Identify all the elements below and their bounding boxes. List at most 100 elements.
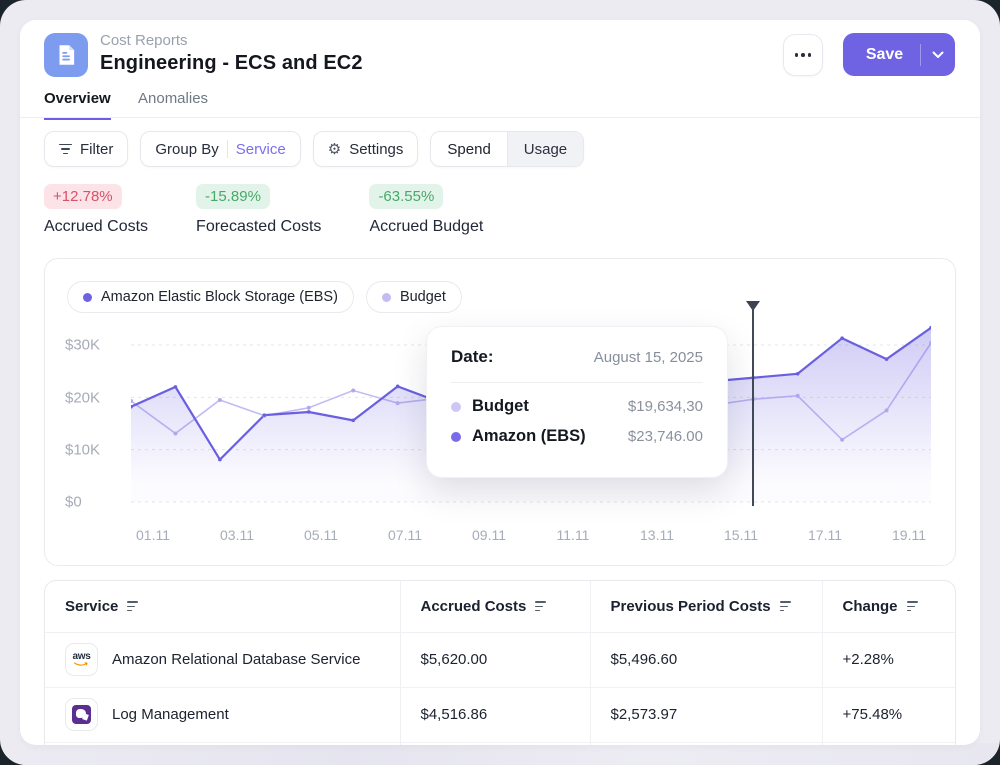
ebs-series-dot bbox=[451, 431, 461, 442]
legend-dot-icon bbox=[381, 292, 391, 302]
stat-badge: -15.89% bbox=[196, 184, 270, 209]
y-tick-label: $10K bbox=[65, 441, 101, 459]
stat-forecasted-costs: -15.89% Forecasted Costs bbox=[196, 184, 321, 236]
ebs-point bbox=[840, 336, 844, 340]
sort-icon bbox=[127, 601, 139, 612]
datadog-icon bbox=[65, 698, 98, 731]
table-header-row: Service Accrued Costs Previous Period Co… bbox=[45, 581, 955, 633]
previous-cost-value: $2,573.97 bbox=[590, 687, 823, 743]
tooltip-divider bbox=[451, 382, 703, 383]
chart-tooltip: Date: August 15, 2025 Budget $19,634,30 … bbox=[426, 326, 728, 478]
ebs-point bbox=[884, 357, 889, 361]
toolbar: Filter Group By Service ⚙ Settings Spend… bbox=[44, 131, 585, 167]
stat-accrued-budget: -63.55% Accrued Budget bbox=[369, 184, 483, 236]
ebs-point bbox=[795, 371, 800, 376]
ebs-point bbox=[351, 418, 356, 423]
tab-anomalies[interactable]: Anomalies bbox=[138, 90, 209, 107]
cursor-marker-icon bbox=[746, 301, 761, 311]
legend-label: Amazon Elastic Block Storage (EBS) bbox=[101, 289, 338, 305]
x-tick-label: 19.11 bbox=[892, 527, 926, 543]
save-dropdown-toggle[interactable] bbox=[921, 51, 955, 59]
group-by-divider bbox=[226, 140, 228, 158]
sort-icon bbox=[906, 601, 918, 612]
report-type-label: Cost Reports bbox=[100, 32, 188, 49]
change-value: +75.48% bbox=[822, 687, 955, 743]
more-options-button[interactable] bbox=[783, 34, 823, 76]
budget-series-dot bbox=[451, 401, 461, 412]
x-tick-label: 05.11 bbox=[304, 527, 338, 543]
budget-point bbox=[395, 401, 400, 406]
tooltip-series-value: $19,634,30 bbox=[627, 398, 703, 415]
previous-cost-value: $5,496.60 bbox=[590, 632, 823, 688]
chart-legend: Amazon Elastic Block Storage (EBS) Budget bbox=[67, 281, 462, 313]
service-name: Log Management bbox=[112, 706, 229, 723]
tooltip-series-value: $23,746.00 bbox=[627, 428, 703, 445]
stat-badge: +12.78% bbox=[44, 184, 122, 209]
ebs-point bbox=[395, 384, 400, 389]
sort-icon bbox=[779, 601, 791, 612]
ebs-area-fill bbox=[131, 327, 931, 502]
legend-label: Budget bbox=[399, 289, 446, 305]
filter-icon bbox=[59, 143, 72, 155]
page-title: Engineering - ECS and EC2 bbox=[100, 52, 363, 74]
budget-point bbox=[795, 393, 800, 398]
legend-dot-icon bbox=[83, 292, 92, 302]
column-header-previous-period-costs[interactable]: Previous Period Costs bbox=[611, 598, 802, 615]
document-icon bbox=[59, 45, 75, 65]
tab-bar: Overview Anomalies bbox=[20, 90, 980, 120]
main-card: Cost Reports Engineering - ECS and EC2 S… bbox=[20, 20, 980, 745]
stat-accrued-costs: +12.78% Accrued Costs bbox=[44, 184, 148, 236]
x-tick-label: 15.11 bbox=[724, 527, 758, 543]
cost-table: Service Accrued Costs Previous Period Co… bbox=[44, 580, 956, 745]
gear-icon: ⚙ bbox=[327, 140, 342, 158]
tooltip-row-budget: Budget $19,634,30 bbox=[451, 397, 703, 416]
budget-point bbox=[929, 340, 931, 345]
tab-overview[interactable]: Overview bbox=[44, 90, 111, 120]
tooltip-row-ebs: Amazon (EBS) $23,746.00 bbox=[451, 427, 703, 446]
budget-point bbox=[840, 437, 845, 442]
budget-point bbox=[131, 398, 133, 403]
table-row[interactable]: Log Management $4,516.86 $2,573.97 +75.4… bbox=[45, 687, 955, 743]
segment-usage[interactable]: Usage bbox=[506, 132, 584, 166]
window-frame-bottom bbox=[0, 743, 1000, 765]
table-row[interactable] bbox=[45, 742, 955, 745]
stat-badge: -63.55% bbox=[369, 184, 444, 209]
legend-chip-ebs[interactable]: Amazon Elastic Block Storage (EBS) bbox=[67, 281, 354, 313]
column-header-accrued-costs[interactable]: Accrued Costs bbox=[421, 598, 570, 615]
y-tick-label: $20K bbox=[65, 389, 101, 406]
group-by-value: Service bbox=[235, 140, 286, 158]
stat-label: Forecasted Costs bbox=[196, 218, 322, 235]
ebs-point bbox=[131, 404, 133, 409]
x-tick-label: 07.11 bbox=[388, 527, 422, 543]
x-tick-label: 01.11 bbox=[136, 527, 170, 543]
stat-label: Accrued Budget bbox=[369, 218, 484, 235]
tooltip-series-name: Amazon (EBS) bbox=[472, 427, 586, 445]
segment-spend[interactable]: Spend bbox=[447, 140, 491, 158]
ebs-point bbox=[262, 413, 267, 417]
budget-point bbox=[351, 388, 356, 393]
column-header-service[interactable]: Service bbox=[65, 598, 380, 615]
chart-card: Amazon Elastic Block Storage (EBS) Budget… bbox=[44, 258, 956, 566]
budget-point bbox=[217, 397, 222, 402]
column-header-change[interactable]: Change bbox=[843, 598, 936, 615]
filter-button[interactable]: Filter bbox=[44, 131, 129, 167]
accrued-cost-value: $5,620.00 bbox=[400, 632, 591, 688]
settings-button[interactable]: ⚙ Settings bbox=[312, 131, 419, 167]
budget-point bbox=[884, 408, 889, 413]
y-tick-label: $0 bbox=[65, 493, 82, 511]
ellipsis-icon bbox=[794, 53, 799, 57]
settings-label: Settings bbox=[349, 140, 404, 158]
budget-point bbox=[306, 405, 311, 410]
save-button[interactable]: Save bbox=[843, 33, 955, 76]
ebs-point bbox=[173, 385, 178, 389]
legend-chip-budget[interactable]: Budget bbox=[365, 281, 462, 313]
table-row[interactable]: aws Amazon Relational Database Service $… bbox=[45, 632, 955, 688]
tooltip-series-name: Budget bbox=[472, 397, 529, 415]
x-tick-label: 17.11 bbox=[808, 527, 842, 543]
group-by-button[interactable]: Group By Service bbox=[140, 131, 301, 167]
ebs-point bbox=[218, 457, 222, 462]
x-axis: 01.11 03.11 05.11 07.11 09.11 11.11 13.11 15.11… bbox=[131, 527, 931, 543]
x-tick-label: 03.11 bbox=[220, 527, 254, 543]
ebs-point bbox=[306, 410, 311, 414]
